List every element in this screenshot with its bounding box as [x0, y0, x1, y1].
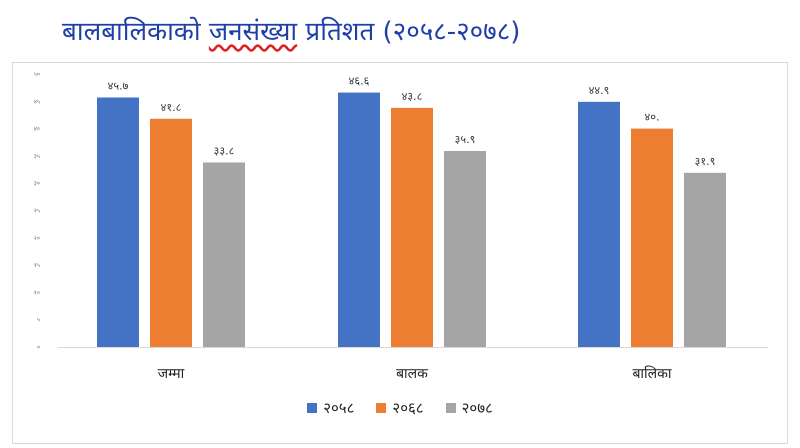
title-part-2: जनसंख्या [208, 17, 298, 47]
legend-label: २०७८ [461, 399, 493, 417]
legend-label: २०५८ [323, 399, 355, 417]
bar [338, 92, 380, 348]
category-label: बालक [396, 366, 428, 382]
legend-item: २०५८ [307, 398, 354, 418]
chart-frame [12, 62, 788, 444]
y-tick-label: ४५ [34, 98, 40, 105]
title-part-3: प्रतिशत (२०५८-२०७८) [305, 17, 521, 47]
bar [444, 150, 486, 347]
bar [97, 97, 139, 347]
data-label: ४६.६ [349, 75, 370, 88]
data-label: ३३.८ [214, 144, 235, 157]
chart-legend: २०५८ २०६८ २०७८ [0, 398, 800, 418]
y-tick-label: ४० [34, 126, 40, 133]
legend-item: २०६८ [376, 398, 424, 418]
data-label: ३५.९ [455, 133, 476, 146]
y-tick-label: ० [37, 344, 40, 351]
data-label: ४०. [645, 111, 660, 124]
bar [631, 128, 673, 347]
legend-item: २०७८ [445, 398, 493, 418]
category-label: बालिका [632, 365, 671, 382]
chart-title: बालबालिकाको जनसंख्या प्रतिशत (२०५८-२०७८) [62, 12, 520, 48]
data-label: ४१.८ [161, 101, 182, 114]
bar [391, 107, 433, 348]
legend-swatch [307, 403, 318, 413]
legend-label: २०६८ [392, 399, 424, 417]
y-tick-label: २५ [34, 208, 40, 215]
legend-swatch [445, 403, 456, 413]
bar [203, 162, 245, 347]
y-tick-label: ५० [34, 71, 40, 78]
data-label: ३१.९ [695, 155, 716, 168]
y-tick-label: ३५ [34, 153, 40, 160]
data-label: ४४.९ [589, 84, 610, 97]
legend-swatch [376, 403, 387, 413]
y-tick-label: १५ [34, 262, 40, 269]
bar [684, 172, 726, 347]
data-label: ४५.७ [108, 79, 129, 92]
bar [150, 118, 192, 347]
y-tick-label: १० [34, 289, 40, 296]
category-label: जम्मा [158, 366, 185, 382]
y-tick-label: २० [34, 235, 40, 242]
data-label: ४३.८ [402, 90, 423, 103]
y-tick-label: ३० [34, 180, 40, 187]
bar [578, 101, 620, 347]
title-part-1: बालबालिकाको [62, 17, 201, 47]
y-tick-label: ५ [37, 317, 40, 324]
